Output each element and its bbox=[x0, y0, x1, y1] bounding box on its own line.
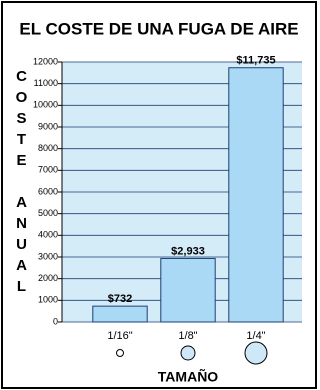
x-tick-label: 1/4" bbox=[246, 330, 265, 342]
y-tick-label: 6000 bbox=[38, 186, 58, 196]
bar bbox=[161, 258, 215, 322]
value-label: $732 bbox=[108, 293, 132, 305]
y-tick-label: 1000 bbox=[38, 295, 58, 305]
x-tick-label: 1/8" bbox=[178, 330, 197, 342]
size-icon bbox=[245, 342, 267, 364]
chart: EL COSTE DE UNA FUGA DE AIRE 0 1000 2000 30… bbox=[0, 0, 318, 390]
y-tick-label: 11000 bbox=[34, 78, 58, 88]
y-tick-label: 7000 bbox=[38, 165, 58, 175]
y-tick-label: 5000 bbox=[38, 208, 58, 218]
bar bbox=[93, 306, 147, 322]
y-tick-label: 3000 bbox=[38, 251, 58, 261]
y-axis-label: COSTE ANUAL bbox=[12, 68, 30, 299]
y-tick-label: 8000 bbox=[38, 143, 58, 153]
bar bbox=[229, 68, 283, 322]
y-tick-label: 2000 bbox=[38, 273, 58, 283]
y-tick-label: 0 bbox=[53, 316, 58, 326]
y-tick-label: 9000 bbox=[38, 121, 58, 131]
y-tick-label: 4000 bbox=[38, 230, 58, 240]
size-icon bbox=[181, 346, 195, 360]
x-tick-label: 1/16" bbox=[107, 330, 132, 342]
size-icon bbox=[117, 350, 124, 357]
chart-title: EL COSTE DE UNA FUGA DE AIRE bbox=[19, 19, 298, 38]
y-tick-label: 10000 bbox=[33, 100, 58, 110]
x-axis-label: TAMAÑO bbox=[158, 368, 219, 385]
y-tick-label: 12000 bbox=[33, 56, 58, 66]
value-label: $11,735 bbox=[236, 55, 275, 67]
infographic: EL COSTE DE UNA FUGA DE AIRE 0 1000 2000 30… bbox=[0, 0, 318, 390]
value-label: $2,933 bbox=[171, 245, 205, 257]
